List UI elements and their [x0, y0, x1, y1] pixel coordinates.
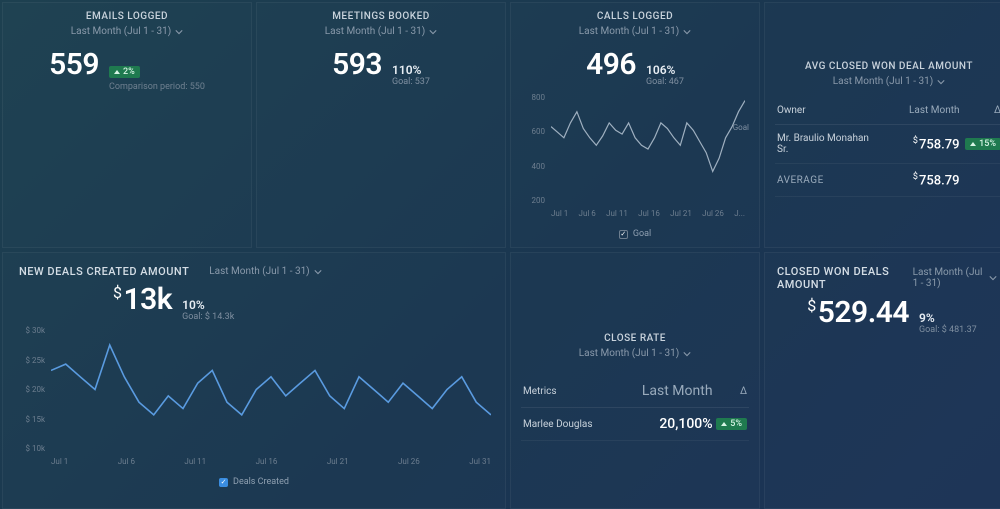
legend: Deals Created — [13, 477, 495, 487]
card-title: NEW DEALS CREATED AMOUNT — [19, 265, 189, 278]
row-delta: 15% — [960, 138, 1000, 150]
owner-name: Mr. Braulio Monahan Sr. — [777, 133, 877, 155]
checkbox-icon[interactable] — [219, 478, 228, 487]
card-title: AVG CLOSED WON DEAL AMOUNT — [775, 61, 1000, 72]
period-selector[interactable]: Last Month (Jul 1 - 31) — [13, 26, 241, 37]
metric-value: 559 — [49, 47, 99, 82]
triangle-up-icon — [721, 422, 727, 426]
percent: 10% — [182, 298, 205, 312]
chevron-down-icon — [683, 350, 691, 358]
legend-label: Deals Created — [233, 477, 289, 487]
period-selector[interactable]: Last Month (Jul 1 - 31) — [913, 267, 997, 289]
row-name: Marlee Douglas — [523, 419, 626, 430]
table-row-average: AVERAGE $758.79 — [775, 164, 1000, 197]
triangle-up-icon — [114, 70, 120, 74]
metric-value: 496 — [586, 47, 636, 82]
percent: 110% — [392, 63, 421, 77]
card-title: EMAILS LOGGED — [13, 11, 241, 22]
goal-label: Goal: 467 — [646, 77, 684, 87]
card-new-deals: NEW DEALS CREATED AMOUNT Last Month (Jul… — [2, 252, 506, 509]
card-emails-logged: EMAILS LOGGED Last Month (Jul 1 - 31) 55… — [2, 2, 252, 248]
chevron-down-icon — [683, 28, 691, 36]
row-value: 20,100% — [626, 416, 712, 432]
period-selector[interactable]: Last Month (Jul 1 - 31) — [209, 266, 321, 277]
row-delta: 5% — [713, 418, 747, 430]
period-selector[interactable]: Last Month (Jul 1 - 31) — [521, 348, 749, 359]
col-delta: Δ — [713, 386, 747, 397]
period-selector[interactable]: Last Month (Jul 1 - 31) — [521, 26, 749, 37]
chevron-down-icon — [989, 274, 997, 282]
avg-label: AVERAGE — [777, 175, 877, 186]
row-value: $758.79 — [877, 136, 960, 152]
chevron-down-icon — [314, 268, 322, 276]
col-last-month: Last Month — [626, 383, 712, 399]
checkbox-icon[interactable] — [619, 230, 628, 239]
card-title: CALLS LOGGED — [521, 11, 749, 22]
col-last-month: Last Month — [877, 105, 960, 116]
avg-value: $758.79 — [877, 172, 960, 188]
line-chart — [51, 326, 491, 453]
owner-table: Owner Last Month Δ Mr. Braulio Monahan S… — [775, 97, 1000, 197]
col-delta: Δ — [960, 105, 1000, 116]
goal-tag: Goal — [733, 123, 749, 132]
chevron-down-icon — [429, 28, 437, 36]
metric-value: $13k — [113, 282, 172, 317]
percent: 106% — [646, 63, 675, 77]
card-title: MEETINGS BOOKED — [267, 11, 495, 22]
metric-value: 593 — [332, 47, 382, 82]
goal-label: Goal: $ 481.37 — [919, 325, 977, 335]
table-header: Owner Last Month Δ — [775, 97, 1000, 125]
comparison-note: Comparison period: 550 — [109, 82, 205, 92]
legend-label: Goal — [633, 229, 651, 239]
table-row: Marlee Douglas 20,100% 5% — [521, 408, 749, 441]
x-axis-labels: Jul 1Jul 6Jul 11Jul 16Jul 21Jul 26Jul 31 — [51, 457, 491, 471]
card-meetings-booked: MEETINGS BOOKED Last Month (Jul 1 - 31) … — [256, 2, 506, 248]
new-deals-chart: $ 30k$ 25k$ 20k$ 15k$ 10k Jul 1Jul 6Jul … — [13, 326, 495, 471]
col-metrics: Metrics — [523, 386, 626, 397]
card-calls-logged: CALLS LOGGED Last Month (Jul 1 - 31) 496… — [510, 2, 760, 248]
table-row: Mr. Braulio Monahan Sr. $758.79 15% — [775, 125, 1000, 164]
percent: 9% — [919, 311, 935, 325]
card-close-rate: CLOSE RATE Last Month (Jul 1 - 31) Metri… — [510, 252, 760, 509]
period-label: Last Month (Jul 1 - 31) — [579, 26, 679, 37]
delta-badge: 2% — [109, 66, 140, 78]
card-avg-closed-won: AVG CLOSED WON DEAL AMOUNT Last Month (J… — [764, 2, 1000, 248]
legend: Goal — [521, 229, 749, 239]
period-label: Last Month (Jul 1 - 31) — [913, 267, 985, 289]
table-header: Metrics Last Month Δ — [521, 375, 749, 408]
period-label: Last Month (Jul 1 - 31) — [833, 76, 933, 87]
y-axis-labels: $ 30k$ 25k$ 20k$ 15k$ 10k — [13, 326, 49, 453]
col-owner: Owner — [777, 105, 877, 116]
close-rate-table: Metrics Last Month Δ Marlee Douglas 20,1… — [521, 375, 749, 441]
goal-label: Goal: $ 14.3k — [182, 312, 234, 322]
goal-label: Goal: 537 — [392, 77, 430, 87]
calls-chart: 800600400200 Goal Jul 1Jul 6Jul 11Jul 16… — [521, 93, 749, 223]
period-selector[interactable]: Last Month (Jul 1 - 31) — [775, 76, 1000, 87]
period-selector[interactable]: Last Month (Jul 1 - 31) — [267, 26, 495, 37]
chevron-down-icon — [937, 78, 945, 86]
triangle-up-icon — [970, 142, 976, 146]
x-axis-labels: Jul 1Jul 6Jul 11Jul 16Jul 21Jul 26J... — [551, 209, 745, 223]
metric-value: $529.44 — [807, 295, 909, 330]
card-closed-won-deals: CLOSED WON DEALS AMOUNT Last Month (Jul … — [764, 252, 1000, 509]
card-title: CLOSED WON DEALS AMOUNT — [777, 265, 901, 291]
period-label: Last Month (Jul 1 - 31) — [325, 26, 425, 37]
card-title: CLOSE RATE — [521, 333, 749, 344]
line-chart — [551, 93, 745, 205]
period-label: Last Month (Jul 1 - 31) — [579, 348, 679, 359]
y-axis-labels: 800600400200 — [521, 93, 549, 205]
chevron-down-icon — [175, 28, 183, 36]
period-label: Last Month (Jul 1 - 31) — [71, 26, 171, 37]
period-label: Last Month (Jul 1 - 31) — [209, 266, 309, 277]
